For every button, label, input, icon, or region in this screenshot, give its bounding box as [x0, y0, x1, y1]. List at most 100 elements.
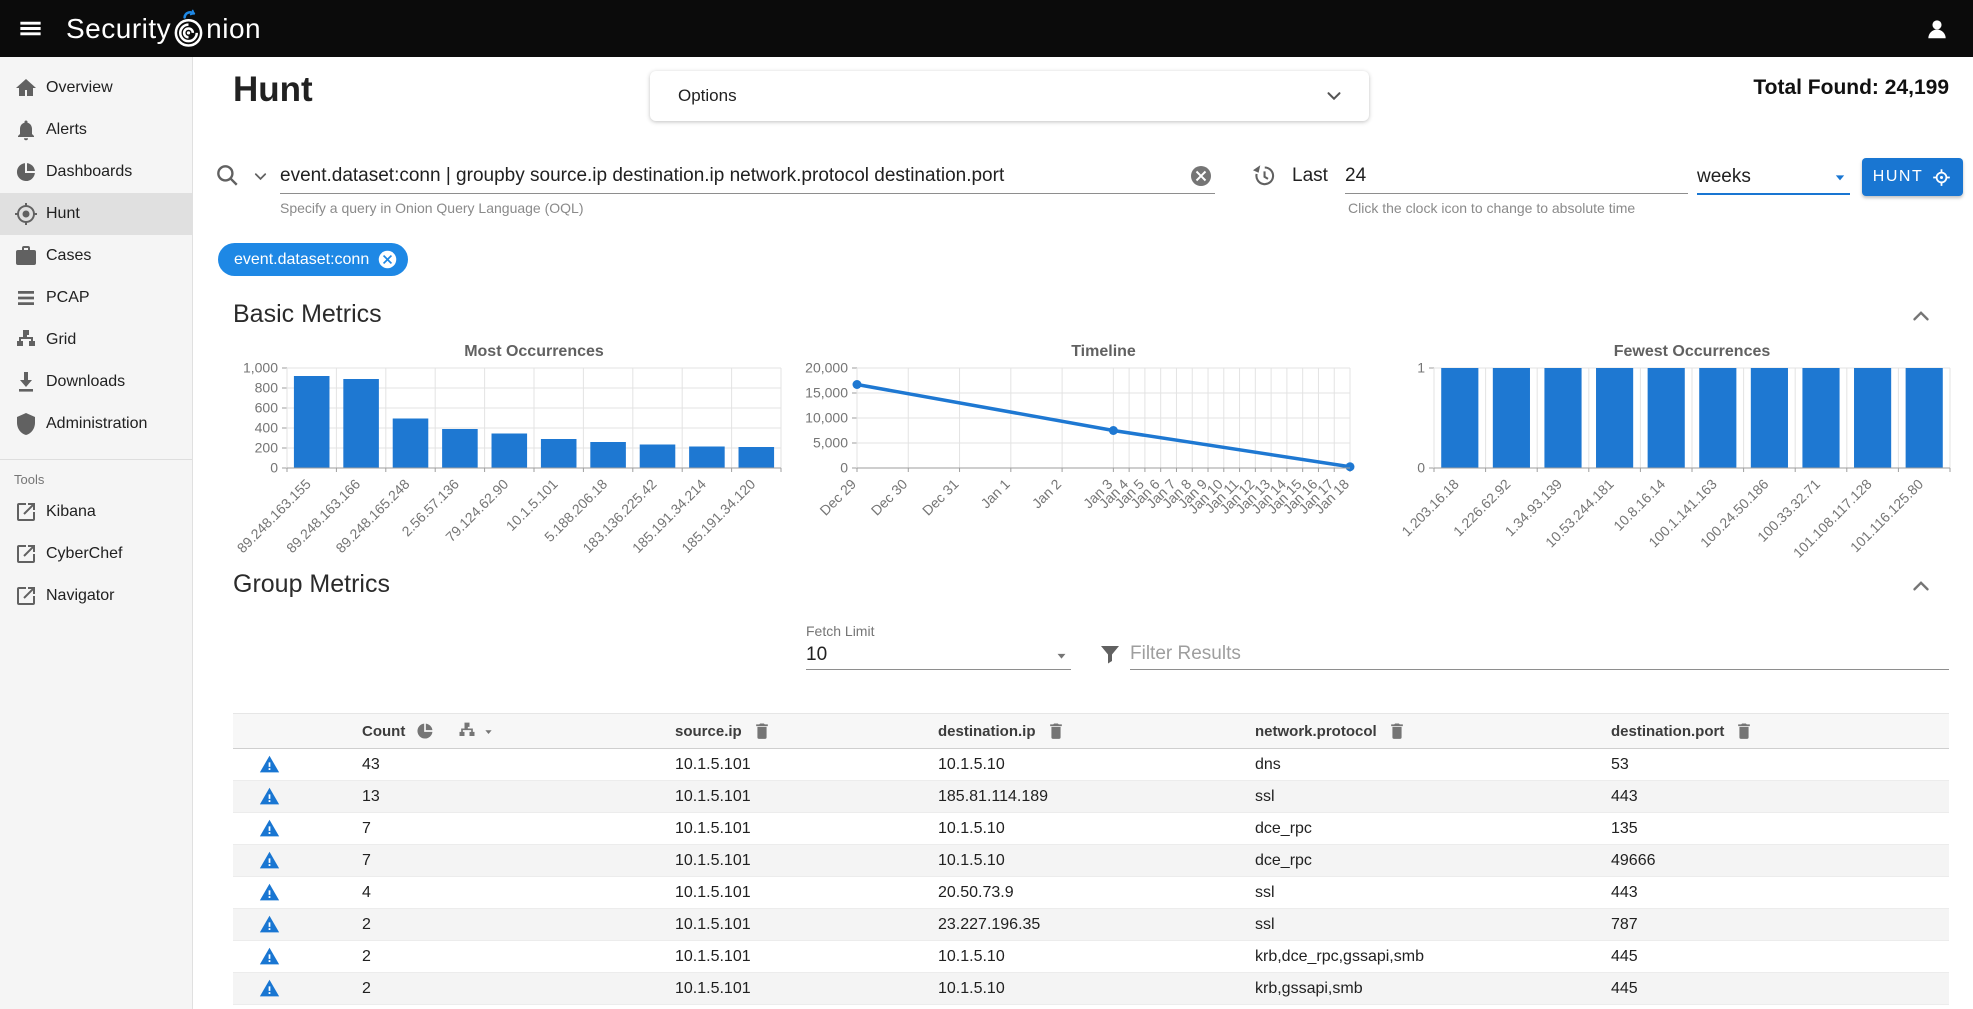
sidebar-item-label: Alerts — [46, 121, 87, 139]
clear-query-icon[interactable] — [1189, 164, 1213, 188]
column-header-source-ip[interactable]: source.ip — [650, 721, 913, 741]
alert-icon[interactable] — [259, 786, 280, 807]
time-range-input[interactable] — [1345, 158, 1688, 194]
column-label: source.ip — [675, 723, 742, 740]
filter-chip-label: event.dataset:conn — [234, 251, 369, 269]
sidebar-item-label: Cases — [46, 247, 91, 265]
svg-text:Fewest Occurrences: Fewest Occurrences — [1614, 343, 1771, 360]
query-hint: Specify a query in Onion Query Language … — [280, 200, 584, 216]
alert-icon[interactable] — [259, 882, 280, 903]
remove-column-icon[interactable] — [1046, 721, 1066, 741]
alert-icon[interactable] — [259, 914, 280, 935]
clock-history-icon[interactable] — [1251, 163, 1276, 188]
remove-column-icon[interactable] — [1387, 721, 1407, 741]
time-unit-select[interactable]: weeks — [1697, 160, 1850, 195]
filter-chip[interactable]: event.dataset:conn — [218, 243, 408, 276]
table-row[interactable]: 710.1.5.10110.1.5.10dce_rpc49666 — [233, 845, 1949, 877]
column-header-destination-port[interactable]: destination.port — [1586, 721, 1949, 741]
sidebar-item-dashboards[interactable]: Dashboards — [0, 151, 192, 193]
cell-source-ip: 10.1.5.101 — [650, 852, 913, 870]
time-unit-value: weeks — [1697, 166, 1751, 188]
cell-count: 2 — [337, 980, 650, 998]
cell-source-ip: 10.1.5.101 — [650, 756, 913, 774]
table-row[interactable]: 710.1.5.10110.1.5.10dce_rpc135 — [233, 813, 1949, 845]
column-header-network-protocol[interactable]: network.protocol — [1230, 721, 1586, 741]
query-history-caret-icon[interactable] — [251, 167, 270, 186]
svg-text:0: 0 — [270, 460, 278, 476]
cell-destination-port: 445 — [1586, 980, 1949, 998]
sidebar-item-pcap[interactable]: PCAP — [0, 277, 192, 319]
table-row[interactable]: 1310.1.5.101185.81.114.189ssl443 — [233, 781, 1949, 813]
cell-network-protocol: ssl — [1230, 788, 1586, 806]
collapse-basic-metrics-icon[interactable] — [1908, 303, 1934, 329]
sidebar-item-cases[interactable]: Cases — [0, 235, 192, 277]
most-occurrences-chart[interactable]: Most Occurrences02004006008001,00089.248… — [233, 340, 789, 573]
crosshair-icon — [14, 202, 38, 226]
cell-destination-ip: 20.50.73.9 — [913, 884, 1230, 902]
cell-count: 43 — [337, 756, 650, 774]
svg-text:Dec 31: Dec 31 — [919, 476, 962, 519]
cell-destination-ip: 23.227.196.35 — [913, 916, 1230, 934]
sidebar-item-kibana[interactable]: Kibana — [0, 491, 192, 533]
svg-text:200: 200 — [255, 440, 279, 456]
table-row[interactable]: 410.1.5.10120.50.73.9ssl443 — [233, 877, 1949, 909]
cell-destination-ip: 10.1.5.10 — [913, 756, 1230, 774]
options-dropdown[interactable]: Options — [650, 71, 1369, 121]
table-row[interactable]: 210.1.5.10110.1.5.10krb,dce_rpc,gssapi,s… — [233, 941, 1949, 973]
options-label: Options — [678, 86, 737, 106]
cell-destination-ip: 10.1.5.10 — [913, 820, 1230, 838]
query-input[interactable] — [280, 158, 1215, 194]
sidebar-item-hunt[interactable]: Hunt — [0, 193, 192, 235]
sidebar-item-grid[interactable]: Grid — [0, 319, 192, 361]
column-label: destination.ip — [938, 723, 1036, 740]
svg-text:Dec 29: Dec 29 — [816, 476, 859, 519]
remove-column-icon[interactable] — [752, 721, 772, 741]
hunt-button[interactable]: HUNT — [1862, 158, 1963, 196]
pie-chart-toggle-icon[interactable] — [415, 721, 435, 741]
svg-text:Timeline: Timeline — [1071, 343, 1136, 360]
caret-down-icon[interactable] — [481, 724, 496, 739]
search-icon[interactable] — [214, 162, 240, 188]
collapse-group-metrics-icon[interactable] — [1908, 573, 1934, 599]
column-header-destination-ip[interactable]: destination.ip — [913, 721, 1230, 741]
table-row[interactable]: 210.1.5.10123.227.196.35ssl787 — [233, 909, 1949, 941]
table-header-row: Count source.ip destination.ip network.p… — [233, 713, 1949, 749]
lines-icon — [14, 286, 38, 310]
sidebar-item-cyberchef[interactable]: CyberChef — [0, 533, 192, 575]
cell-destination-port: 787 — [1586, 916, 1949, 934]
column-header-count[interactable]: Count — [337, 721, 650, 741]
page-title: Hunt — [233, 70, 313, 110]
timeline-chart[interactable]: Timeline05,00010,00015,00020,000Dec 29De… — [785, 340, 1358, 573]
cell-count: 2 — [337, 916, 650, 934]
alert-icon[interactable] — [259, 978, 280, 999]
alert-icon[interactable] — [259, 946, 280, 967]
fetch-limit-select[interactable]: 10 — [806, 641, 1071, 670]
sidebar-item-navigator[interactable]: Navigator — [0, 575, 192, 617]
shield-icon — [14, 412, 38, 436]
sidebar-item-alerts[interactable]: Alerts — [0, 109, 192, 151]
groupby-icon[interactable] — [457, 721, 477, 741]
close-icon[interactable] — [377, 249, 398, 270]
svg-text:800: 800 — [255, 380, 279, 396]
alert-icon[interactable] — [259, 754, 280, 775]
sidebar-item-downloads[interactable]: Downloads — [0, 361, 192, 403]
menu-icon[interactable] — [8, 7, 52, 51]
external-link-icon — [14, 584, 38, 608]
sidebar-item-administration[interactable]: Administration — [0, 403, 192, 445]
user-icon[interactable] — [1915, 7, 1959, 51]
sidebar-item-overview[interactable]: Overview — [0, 67, 192, 109]
filter-results-input[interactable] — [1130, 638, 1949, 670]
fetch-limit-label: Fetch Limit — [806, 623, 874, 639]
cell-count: 7 — [337, 852, 650, 870]
table-row[interactable]: 210.1.5.10110.1.5.10krb,gssapi,smb445 — [233, 973, 1949, 1005]
cell-network-protocol: krb,dce_rpc,gssapi,smb — [1230, 948, 1586, 966]
download-icon — [14, 370, 38, 394]
table-row[interactable]: 4310.1.5.10110.1.5.10dns53 — [233, 749, 1949, 781]
svg-text:20,000: 20,000 — [805, 360, 848, 376]
alert-icon[interactable] — [259, 850, 280, 871]
alert-icon[interactable] — [259, 818, 280, 839]
svg-text:Dec 30: Dec 30 — [868, 476, 911, 519]
fewest-occurrences-chart[interactable]: Fewest Occurrences011.203.16.181.226.62.… — [1398, 340, 1958, 573]
chevron-down-icon — [1323, 85, 1345, 107]
remove-column-icon[interactable] — [1734, 721, 1754, 741]
